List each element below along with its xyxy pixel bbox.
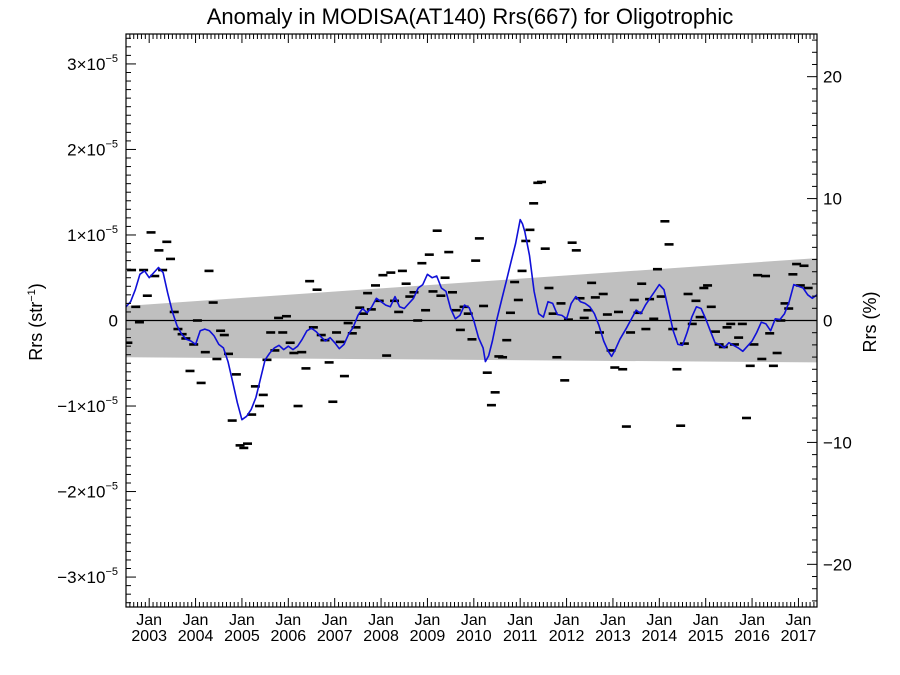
x-tick-label-year: 2010 <box>456 628 492 645</box>
x-tick-label-month: Jan <box>554 612 580 629</box>
x-tick-label-year: 2014 <box>642 628 678 645</box>
y-right-tick-label: 20 <box>823 68 842 87</box>
y-left-tick-label: 2×10−5 <box>67 138 118 159</box>
y-left-tick-mantissa: −1×10 <box>57 397 105 416</box>
x-tick-label-year: 2004 <box>178 628 214 645</box>
y-axis-label-left-end: ) <box>26 283 46 289</box>
y-axis-label-left: Rrs (str−1) <box>26 283 46 361</box>
y-axis-label-right: Rrs (%) <box>860 292 880 353</box>
x-tick-label-year: 2011 <box>503 628 538 645</box>
y-axis-label-left-main: Rrs (str <box>26 302 46 361</box>
uncertainty-band <box>126 258 817 363</box>
x-tick-label-month: Jan <box>368 612 394 629</box>
x-tick-label-month: Jan <box>183 612 209 629</box>
y-left-tick-label: 1×10−5 <box>67 224 118 245</box>
y-right-tick-label: −10 <box>823 433 852 452</box>
y-left-tick-label: 3×10−5 <box>67 53 118 74</box>
x-tick-label-month: Jan <box>507 612 533 629</box>
x-tick-label-year: 2012 <box>549 628 585 645</box>
y-left-tick-exponent: −5 <box>105 395 118 407</box>
y-left-tick-label: −2×10−5 <box>57 481 118 502</box>
x-tick-label-year: 2013 <box>595 628 631 645</box>
x-tick-label-month: Jan <box>461 612 487 629</box>
plot-data <box>126 180 817 450</box>
y-right-tick-label: 0 <box>823 312 832 331</box>
y-right-tick-label: 10 <box>823 190 842 209</box>
x-tick-label-month: Jan <box>646 612 672 629</box>
y-left-tick-mantissa: 0 <box>109 312 118 331</box>
x-tick-label-year: 2005 <box>224 628 260 645</box>
y-left-tick-mantissa: −3×10 <box>57 568 105 587</box>
plot-area: Jan2003Jan2004Jan2005Jan2006Jan2007Jan20… <box>57 33 852 645</box>
y-left-tick-exponent: −5 <box>105 53 118 65</box>
x-tick-label-year: 2016 <box>734 628 770 645</box>
chart-title: Anomaly in MODISA(AT140) Rrs(667) for Ol… <box>207 4 734 29</box>
x-tick-label-month: Jan <box>229 612 255 629</box>
x-tick-label-month: Jan <box>415 612 441 629</box>
x-tick-label-month: Jan <box>136 612 162 629</box>
y-axis-label-left-sup: −1 <box>26 289 38 302</box>
x-tick-label-year: 2009 <box>410 628 446 645</box>
x-tick-label-year: 2003 <box>131 628 167 645</box>
y-left-tick-mantissa: 1×10 <box>67 226 105 245</box>
x-tick-label-month: Jan <box>693 612 719 629</box>
y-left-tick-mantissa: −2×10 <box>57 483 105 502</box>
x-tick-label-month: Jan <box>739 612 765 629</box>
y-left-tick-mantissa: 3×10 <box>67 55 105 74</box>
x-tick-label-year: 2017 <box>781 628 817 645</box>
y-left-tick-label: −1×10−5 <box>57 395 118 416</box>
running-mean-line <box>126 218 817 421</box>
x-tick-label-year: 2006 <box>271 628 307 645</box>
x-tick-label-year: 2008 <box>363 628 399 645</box>
y-left-tick-exponent: −5 <box>105 224 118 236</box>
y-left-tick-label: −3×10−5 <box>57 566 118 587</box>
y-left-tick-mantissa: 2×10 <box>67 140 105 159</box>
y-right-tick-label: −20 <box>823 555 852 574</box>
y-left-tick-exponent: −5 <box>105 481 118 493</box>
y-left-tick-exponent: −5 <box>105 138 118 150</box>
x-tick-label-year: 2015 <box>688 628 724 645</box>
y-left-tick-exponent: −5 <box>105 566 118 578</box>
x-tick-label-month: Jan <box>275 612 301 629</box>
x-tick-label-year: 2007 <box>317 628 353 645</box>
x-tick-label-month: Jan <box>322 612 348 629</box>
x-tick-label-month: Jan <box>786 612 812 629</box>
x-tick-label-month: Jan <box>600 612 626 629</box>
y-left-tick-label: 0 <box>109 312 118 331</box>
